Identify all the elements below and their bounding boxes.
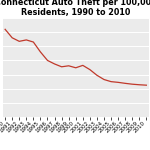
Title: Connecticut Auto Theft per 100,000
Residents, 1990 to 2010: Connecticut Auto Theft per 100,000 Resid… bbox=[0, 0, 150, 17]
